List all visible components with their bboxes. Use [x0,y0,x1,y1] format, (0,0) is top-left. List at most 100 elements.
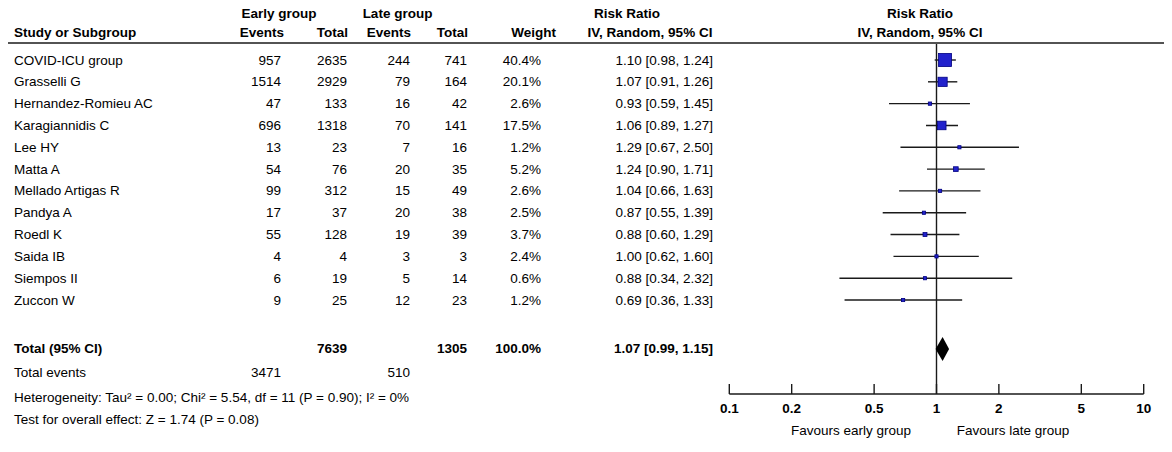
axis-tick-label: 1 [933,401,941,416]
study-name: Saida IB [14,248,214,265]
study-name: Grasselli G [14,73,214,90]
effect-square [938,189,941,192]
early-total: 4 [277,248,347,265]
weight-value: 40.4% [471,52,541,69]
early-total: 1318 [277,117,347,134]
early-events: 55 [211,226,281,243]
favours-right-label: Favours late group [957,423,1070,438]
total-rr-ci: 1.07 [0.99, 1.15] [563,340,713,357]
early-events-header: Events [214,24,284,41]
late-total: 141 [397,117,467,134]
late-total: 39 [397,226,467,243]
study-name: Matta A [14,161,214,178]
late-total: 42 [397,95,467,112]
overall-effect-test: Test for overall effect: Z = 1.74 (P = 0… [14,411,574,428]
study-name: Mellado Artigas R [14,182,214,199]
total-early-total: 7639 [277,340,347,357]
ci-method-column-header: IV, Random, 95% CI [563,24,737,41]
total-events-label: Total events [14,364,234,381]
study-name: Zuccon W [14,292,214,309]
forest-plot-figure: 0.10.20.512510Favours early groupFavours… [0,0,1172,452]
late-total: 3 [397,248,467,265]
weight-value: 3.7% [471,226,541,243]
weight-value: 2.4% [471,248,541,265]
early-events: 957 [211,52,281,69]
axis-tick-label: 0.5 [865,401,884,416]
late-total: 38 [397,204,467,221]
late-total: 164 [397,73,467,90]
study-name: Karagiannidis C [14,117,214,134]
rr-ci-text: 1.06 [0.89, 1.27] [563,117,713,134]
axis-tick-label: 5 [1078,401,1086,416]
early-total: 19 [277,270,347,287]
early-total: 23 [277,139,347,156]
early-events: 17 [211,204,281,221]
early-total: 76 [277,161,347,178]
favours-left-label: Favours early group [791,423,911,438]
early-total: 312 [277,182,347,199]
rr-ci-text: 1.10 [0.98, 1.24] [563,52,713,69]
effect-square [938,77,947,86]
early-total: 37 [277,204,347,221]
effect-square [923,233,927,237]
weight-value: 17.5% [471,117,541,134]
risk-ratio-plot-header: Risk Ratio [850,5,990,22]
axis-tick-label: 0.1 [720,401,739,416]
weight-value: 0.6% [471,270,541,287]
early-events: 99 [211,182,281,199]
overall-diamond [936,337,949,361]
rr-ci-text: 0.93 [0.59, 1.45] [563,95,713,112]
rr-ci-text: 0.69 [0.36, 1.33] [563,292,713,309]
early-events: 47 [211,95,281,112]
heterogeneity-stats: Heterogeneity: Tau² = 0.00; Chi² = 5.54,… [14,389,574,406]
late-total-header: Total [400,24,468,41]
early-total: 128 [277,226,347,243]
early-events: 6 [211,270,281,287]
total-early-events: 3471 [211,364,281,381]
weight-value: 2.6% [471,182,541,199]
early-total-header: Total [280,24,348,41]
early-events: 54 [211,161,281,178]
study-name: COVID-ICU group [14,52,214,69]
study-name: Hernandez-Romieu AC [14,95,214,112]
study-column-header: Study or Subgroup [14,24,214,41]
ci-method-plot-header: IV, Random, 95% CI [820,24,1020,41]
effect-square [937,121,946,130]
total-row-label: Total (95% CI) [14,340,234,357]
late-group-header: Late group [340,5,455,22]
rr-ci-text: 0.87 [0.55, 1.39] [563,204,713,221]
weight-value: 2.5% [471,204,541,221]
rr-ci-text: 0.88 [0.60, 1.29] [563,226,713,243]
early-total: 2929 [277,73,347,90]
study-name: Roedl K [14,226,214,243]
weight-value: 1.2% [471,292,541,309]
effect-square [922,211,925,214]
study-name: Siempos II [14,270,214,287]
axis-tick-label: 10 [1136,401,1151,416]
total-late-total: 1305 [397,340,467,357]
early-total: 133 [277,95,347,112]
rr-ci-text: 1.04 [0.66, 1.63] [563,182,713,199]
early-total: 2635 [277,52,347,69]
study-name: Lee HY [14,139,214,156]
effect-square [928,102,931,105]
late-total: 741 [397,52,467,69]
axis-tick-label: 2 [995,401,1003,416]
effect-square [958,146,961,149]
weight-value: 2.6% [471,95,541,112]
study-name: Pandya A [14,204,214,221]
weight-value: 5.2% [471,161,541,178]
effect-square [935,255,938,258]
early-events: 696 [211,117,281,134]
rr-ci-text: 1.24 [0.90, 1.71] [563,161,713,178]
rr-ci-text: 1.07 [0.91, 1.26] [563,73,713,90]
early-events: 1514 [211,73,281,90]
weight-value: 20.1% [471,73,541,90]
effect-square [954,167,959,172]
late-total: 14 [397,270,467,287]
late-total: 16 [397,139,467,156]
weight-value: 1.2% [471,139,541,156]
early-total: 25 [277,292,347,309]
axis-tick-label: 0.2 [782,401,801,416]
total-late-events: 510 [340,364,410,381]
